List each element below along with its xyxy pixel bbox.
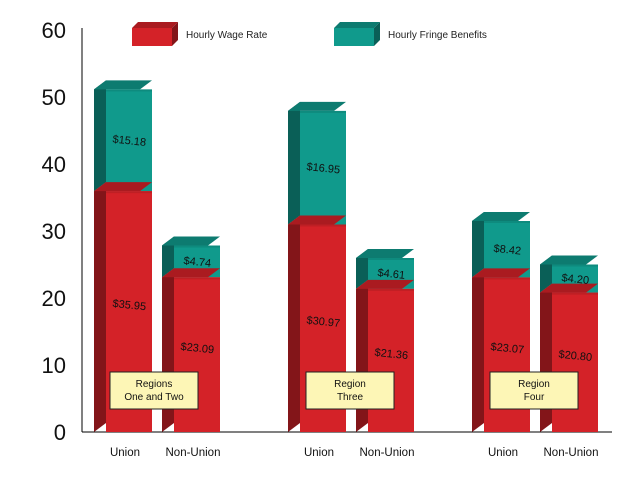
y-tick-label: 20: [42, 286, 66, 311]
data-label-fringe: $4.74: [183, 255, 212, 270]
region-label-text: Regions: [136, 379, 173, 390]
bar-fringe-5-top: [472, 212, 530, 222]
data-label-wage: $35.95: [112, 298, 147, 313]
bar-fringe-5-front: [484, 221, 530, 278]
bar-fringe-3-side: [288, 101, 300, 225]
legend-label: Hourly Fringe Benefits: [388, 30, 487, 41]
bar-fringe-1: [94, 80, 152, 192]
bar-fringe-4-top: [356, 249, 414, 259]
x-tick-label: Non-Union: [166, 447, 221, 459]
bar-wage-1-side: [94, 182, 106, 432]
region-label-text: Three: [337, 392, 364, 403]
bar-wage-3-edge: [300, 224, 346, 227]
region-label-text: Region: [518, 379, 550, 390]
bar-fringe-5-edge: [484, 221, 530, 224]
bar-wage-3-side: [288, 215, 300, 432]
region-labels: Regions One and Two Region Three Region Four: [109, 371, 579, 410]
legend-swatch-side: [172, 22, 178, 46]
data-label-fringe: $4.20: [561, 272, 590, 287]
legend-item: Hourly Wage Rate: [132, 22, 268, 46]
x-tick-label: Union: [488, 447, 518, 459]
bar-wage-5-side: [472, 268, 484, 432]
bar-fringe-6-side: [540, 255, 552, 293]
legend-swatch-top: [132, 22, 178, 28]
bar-fringe-1-front: [106, 89, 152, 192]
bar-wage-3-top: [288, 215, 346, 225]
bar-wage-5-edge: [484, 277, 530, 280]
x-tick-label: Non-Union: [360, 447, 415, 459]
x-tick-label: Non-Union: [544, 447, 599, 459]
x-axis-labels: Union Non-Union Union Non-Union Union Non-Uni…: [110, 447, 599, 459]
bar-fringe-1-edge: [106, 89, 152, 92]
legend-swatch: [132, 28, 172, 46]
legend: Hourly Wage Rate Hourly Fringe Benefits: [132, 22, 487, 46]
bar-fringe-4-edge: [368, 258, 414, 261]
bar-wage-1-top: [94, 182, 152, 192]
data-label-wage: $21.36: [374, 347, 409, 362]
bar-wage-6-edge: [552, 292, 598, 295]
bar-fringe-5-side: [472, 212, 484, 278]
bar-fringe-2-side: [162, 236, 174, 278]
y-tick-label: 50: [42, 85, 66, 110]
region-box-bg: [109, 371, 199, 410]
bar-fringe-6-edge: [552, 264, 598, 267]
legend-item: Hourly Fringe Benefits: [334, 22, 487, 46]
data-label-fringe: $15.18: [112, 134, 147, 149]
bar-fringe-3-front: [300, 110, 346, 225]
legend-swatch-top: [334, 22, 380, 28]
y-tick-label: 30: [42, 219, 66, 244]
bar-fringe-1-top: [94, 80, 152, 90]
data-label-wage: $20.80: [558, 349, 593, 364]
y-tick-label: 0: [54, 420, 66, 445]
bar-wage-2-edge: [174, 277, 220, 280]
bar-wage-1-edge: [106, 191, 152, 194]
bar-fringe-3-top: [288, 101, 346, 111]
y-tick-label: 10: [42, 353, 66, 378]
bar-wage-4-edge: [368, 288, 414, 291]
bar-wage-2-top: [162, 268, 220, 278]
legend-swatch-side: [374, 22, 380, 46]
x-tick-label: Union: [304, 447, 334, 459]
data-label-wage: $23.09: [180, 341, 215, 356]
axes: 0 10 20 30 40 50 60: [42, 18, 612, 445]
bar-fringe-2-edge: [174, 245, 220, 248]
legend-swatch: [334, 28, 374, 46]
region-label-box: Region Three: [305, 371, 395, 410]
bar-fringe-6-top: [540, 255, 598, 265]
legend-label: Hourly Wage Rate: [186, 30, 268, 41]
region-label-text: Four: [524, 392, 545, 403]
bar-fringe-3-edge: [300, 110, 346, 113]
x-tick-label: Union: [110, 447, 140, 459]
region-label-box: Regions One and Two: [109, 371, 199, 410]
bar-fringe-3: [288, 101, 346, 225]
bar-fringe-4-side: [356, 249, 368, 289]
data-label-wage: $23.07: [490, 341, 525, 356]
y-tick-label: 40: [42, 152, 66, 177]
data-label-fringe: $16.95: [306, 161, 341, 176]
region-label-box: Region Four: [489, 371, 579, 410]
region-label-text: Region: [334, 379, 366, 390]
bar-fringe-2-top: [162, 236, 220, 246]
region-box-bg: [305, 371, 395, 410]
region-box-bg: [489, 371, 579, 410]
bar-wage-5-top: [472, 268, 530, 278]
data-label-wage: $30.97: [306, 315, 341, 330]
y-tick-label: 60: [42, 18, 66, 43]
data-label-fringe: $8.42: [493, 243, 522, 258]
region-label-text: One and Two: [124, 392, 184, 403]
bar-wage-6-top: [540, 283, 598, 293]
bar-wage-4-top: [356, 279, 414, 289]
bar-fringe-5: [472, 212, 530, 278]
bar-fringe-1-side: [94, 80, 106, 192]
data-label-fringe: $4.61: [377, 267, 406, 282]
bar-wage-6-side: [540, 283, 552, 432]
